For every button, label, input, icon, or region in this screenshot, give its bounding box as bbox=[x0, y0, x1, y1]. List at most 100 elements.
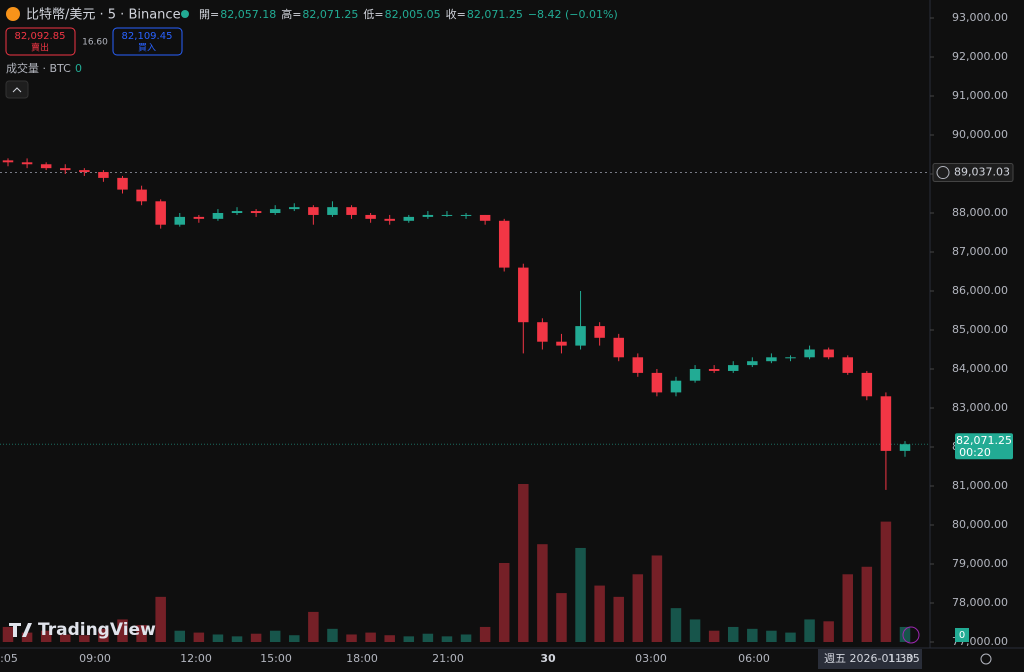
add-icon bbox=[936, 166, 950, 180]
volume-bar bbox=[804, 619, 815, 642]
x-tick-label: 06:00 bbox=[738, 652, 770, 665]
y-tick-label: 83,000.00 bbox=[952, 401, 1008, 414]
candle-body bbox=[174, 216, 186, 225]
collapse-button[interactable] bbox=[5, 80, 29, 99]
volume-bar bbox=[60, 634, 71, 642]
volume-bar bbox=[899, 626, 911, 642]
candle-body bbox=[212, 213, 224, 219]
candle-body bbox=[575, 326, 586, 346]
spread: 16.60 bbox=[82, 38, 108, 48]
volume-bar bbox=[269, 630, 281, 642]
candle-body bbox=[384, 218, 395, 221]
x-tick-label: 21:00 bbox=[432, 652, 464, 665]
candle-body bbox=[861, 372, 873, 397]
countdown: 00:20 bbox=[959, 446, 991, 459]
marker-tag bbox=[932, 163, 1014, 183]
candle-body bbox=[842, 357, 853, 373]
volume-bar bbox=[518, 484, 529, 642]
y-tick-label: 87,000.00 bbox=[952, 245, 1008, 258]
candle-body bbox=[422, 214, 434, 217]
candle-body bbox=[269, 209, 281, 213]
candle-body bbox=[689, 369, 701, 381]
time-label: 11:35 bbox=[888, 652, 920, 665]
sell-button[interactable] bbox=[5, 27, 76, 56]
candle-body bbox=[785, 357, 796, 359]
volume-bar bbox=[98, 628, 109, 642]
candle-body bbox=[708, 369, 720, 371]
y-tick-label: 88,000.00 bbox=[952, 206, 1008, 219]
candle-body bbox=[365, 214, 376, 219]
candle-body bbox=[60, 168, 71, 171]
candle-body bbox=[308, 207, 319, 215]
candle-body bbox=[2, 160, 14, 163]
ohlc-value: 82,071.25 bbox=[302, 8, 358, 21]
change: −8.42 (−0.01%) bbox=[528, 8, 618, 21]
candle-body bbox=[880, 396, 892, 451]
volume-bar bbox=[747, 628, 758, 642]
candle-body bbox=[327, 207, 338, 215]
volume-bar bbox=[823, 621, 834, 642]
candle-body bbox=[346, 207, 357, 215]
volume-bar bbox=[766, 630, 777, 642]
y-tick-label: 85,000.00 bbox=[952, 323, 1008, 336]
collapse-icon bbox=[12, 87, 22, 93]
candle-body bbox=[193, 216, 205, 219]
volume-bar bbox=[556, 593, 567, 642]
volume-axis-tag bbox=[955, 628, 969, 642]
volume-bar bbox=[231, 636, 243, 642]
y-tick-label: 79,000.00 bbox=[952, 557, 1008, 570]
settings-icon[interactable] bbox=[980, 653, 992, 665]
volume-bar bbox=[174, 630, 186, 642]
candle-body bbox=[804, 349, 815, 358]
candle-body bbox=[823, 349, 834, 358]
candle-body bbox=[40, 164, 52, 169]
volume-bar bbox=[785, 632, 796, 642]
candle-body bbox=[498, 220, 510, 268]
x-tick-label: 03:00 bbox=[635, 652, 667, 665]
candle-body bbox=[479, 214, 491, 221]
logo: TradingView bbox=[38, 620, 156, 640]
volume-bar bbox=[594, 585, 605, 642]
volume-bar bbox=[575, 547, 586, 642]
volume-bar bbox=[193, 632, 205, 642]
volume-bar bbox=[403, 636, 415, 642]
volume-bar bbox=[441, 636, 453, 642]
candle-body bbox=[518, 267, 529, 323]
y-tick-label: 84,000.00 bbox=[952, 362, 1008, 375]
volume-bar bbox=[155, 596, 166, 642]
volume-bar bbox=[308, 611, 319, 642]
candle-body bbox=[79, 170, 90, 173]
candle-body bbox=[136, 189, 147, 202]
buy-label: 買入 bbox=[138, 43, 156, 54]
date-label: 週五 2026-01-30 bbox=[824, 652, 913, 665]
volume-bar bbox=[842, 574, 853, 642]
x-tick-label: 18:00 bbox=[346, 652, 378, 665]
last-price-tag bbox=[955, 433, 1013, 460]
x-tick-label: 12:00 bbox=[180, 652, 212, 665]
buy-price: 82,109.45 bbox=[122, 31, 173, 42]
btc-icon bbox=[6, 7, 20, 21]
volume-bar bbox=[479, 626, 491, 642]
volume-bar bbox=[250, 633, 262, 642]
candle-body bbox=[747, 361, 758, 366]
y-tick-label: 78,000.00 bbox=[952, 596, 1008, 609]
sell-price: 82,092.85 bbox=[15, 31, 66, 42]
volume-bar bbox=[21, 632, 33, 642]
last-price-label: 82,071.25 bbox=[956, 434, 1012, 447]
symbol: 比特幣/美元 · 5 · Binance bbox=[26, 8, 181, 23]
candle-body bbox=[231, 211, 243, 213]
volume-bar bbox=[346, 634, 357, 642]
ohlc-value: 82,057.18 bbox=[220, 8, 276, 21]
date-box bbox=[818, 649, 922, 669]
x-tick-label: 30 bbox=[540, 652, 556, 665]
buy-button[interactable] bbox=[112, 27, 183, 56]
x-tick-label: 15:00 bbox=[260, 652, 292, 665]
ohlc-key: 開= bbox=[199, 8, 219, 21]
volume-bar bbox=[212, 634, 224, 642]
lightning-button[interactable] bbox=[902, 626, 920, 644]
candle-body bbox=[594, 326, 605, 338]
y-tick-label: 93,000.00 bbox=[952, 11, 1008, 24]
volume-bar bbox=[632, 574, 644, 642]
